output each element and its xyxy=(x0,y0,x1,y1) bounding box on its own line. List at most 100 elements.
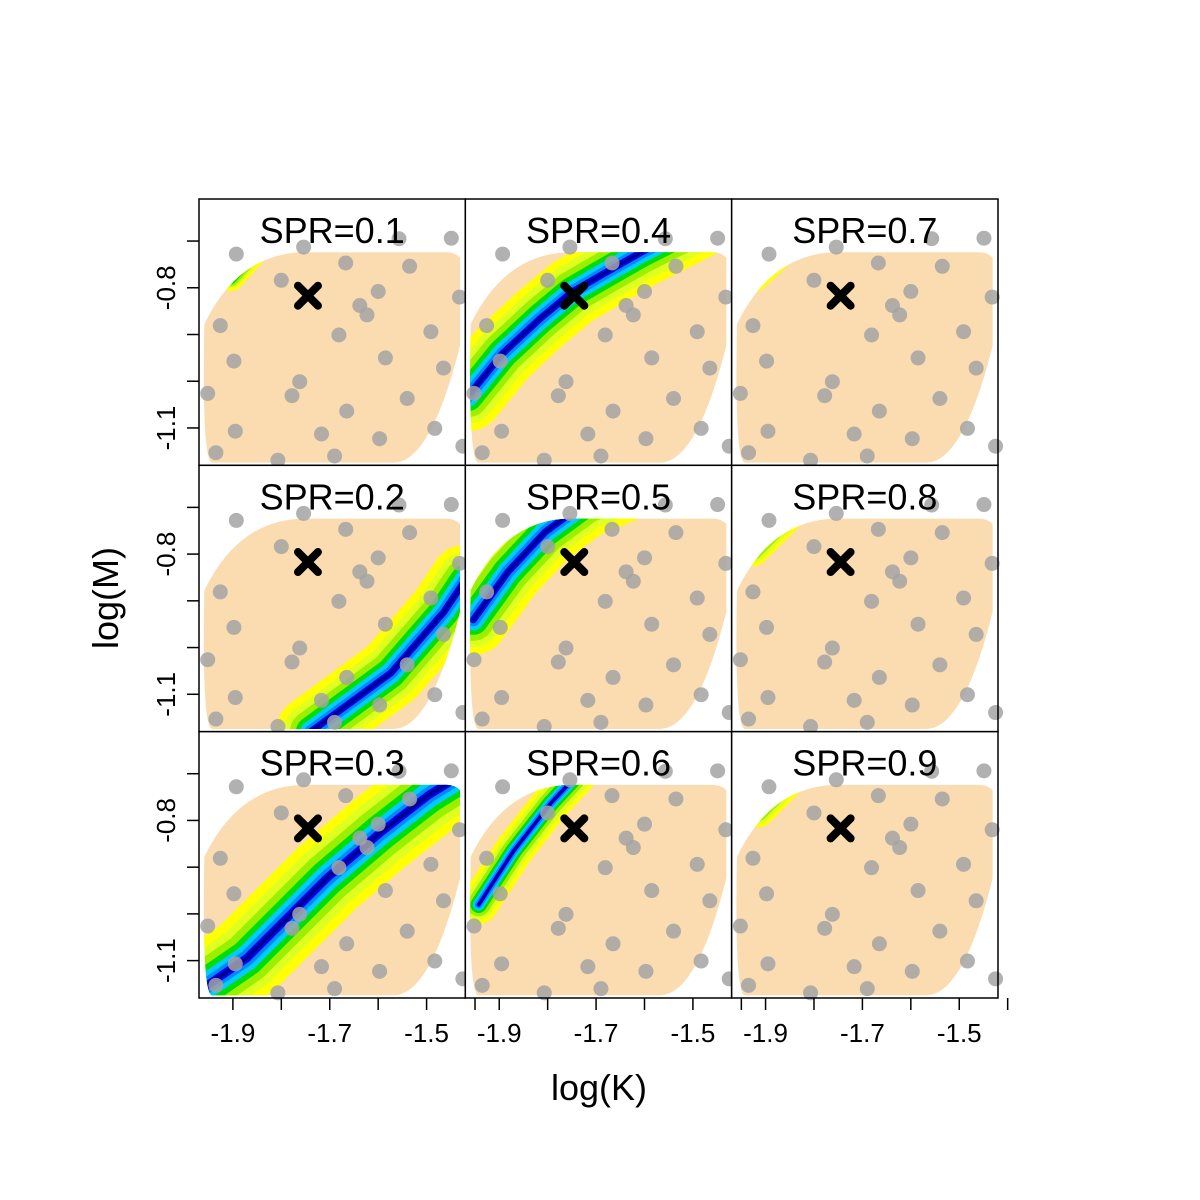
design-point xyxy=(377,350,393,366)
design-point xyxy=(536,985,552,1001)
design-point xyxy=(377,883,393,899)
design-point xyxy=(710,230,726,246)
x-tick-label: -1.9 xyxy=(477,1018,522,1048)
design-point xyxy=(314,426,329,442)
design-point xyxy=(540,539,556,555)
panel-title: SPR=0.5 xyxy=(526,476,671,517)
design-point xyxy=(474,445,490,461)
design-point xyxy=(200,652,216,668)
design-point xyxy=(618,298,634,313)
design-point xyxy=(495,779,511,795)
design-point xyxy=(479,850,495,866)
design-point xyxy=(702,626,718,642)
axes: -1.9 -1.7 -1.5 -1.9 -1.7 -1.5 -1.9 -1.7 -1.5 -0.8… xyxy=(151,240,1009,1048)
design-point xyxy=(352,298,368,313)
design-point xyxy=(466,652,482,668)
design-point xyxy=(338,255,354,271)
design-point xyxy=(904,963,920,979)
design-point xyxy=(934,791,950,807)
panel-spr-0.4: SPR=0.4 xyxy=(464,198,737,468)
design-point xyxy=(200,385,216,401)
design-point xyxy=(745,318,761,334)
design-point xyxy=(984,822,1000,838)
design-point xyxy=(741,977,757,993)
design-point xyxy=(466,918,482,934)
heat-ridge xyxy=(203,784,461,996)
feasible-region xyxy=(736,784,993,996)
y-tick-label: -0.8 xyxy=(151,798,181,843)
design-point xyxy=(693,953,709,969)
design-point xyxy=(331,593,347,609)
panel-spr-0.5: SPR=0.5 xyxy=(464,464,737,735)
y-tick-label: -0.8 xyxy=(151,532,181,577)
design-point xyxy=(859,448,875,464)
y-axis-title: log(M) xyxy=(85,547,126,649)
design-point xyxy=(562,772,578,788)
design-point xyxy=(558,906,574,922)
panel-title: SPR=0.9 xyxy=(792,743,937,784)
reference-x-marker xyxy=(293,548,322,577)
design-point xyxy=(443,230,459,246)
panel-spr-0.6: SPR=0.6 xyxy=(464,730,737,1001)
panel-title: SPR=0.1 xyxy=(260,210,405,251)
design-point xyxy=(540,805,556,821)
design-point xyxy=(339,936,355,952)
design-point xyxy=(934,258,950,274)
panel-title: SPR=0.7 xyxy=(792,210,937,251)
design-point xyxy=(732,918,748,934)
design-point xyxy=(702,893,718,909)
design-point xyxy=(284,388,300,404)
design-point xyxy=(644,616,660,632)
panel-title: SPR=0.3 xyxy=(260,743,405,784)
panel-title: SPR=0.2 xyxy=(260,476,405,517)
design-point xyxy=(536,452,552,468)
heat-band xyxy=(203,784,461,990)
design-point xyxy=(228,246,244,262)
design-point xyxy=(372,431,388,447)
design-point xyxy=(212,584,228,600)
design-point xyxy=(452,822,467,838)
design-point xyxy=(427,953,443,969)
design-point xyxy=(270,452,286,468)
panel-spr-0.8: SPR=0.8 xyxy=(730,464,1004,735)
design-point xyxy=(604,788,620,804)
design-point xyxy=(604,521,620,537)
design-point xyxy=(495,512,511,528)
design-point xyxy=(689,324,705,340)
heat-ridge xyxy=(470,784,605,925)
design-point xyxy=(745,584,761,600)
design-point xyxy=(718,555,734,571)
x-tick-label: -1.5 xyxy=(404,1018,449,1048)
design-point xyxy=(562,239,578,255)
heat-band xyxy=(309,578,461,729)
design-point xyxy=(228,512,244,528)
reference-x-marker xyxy=(560,548,589,577)
design-point xyxy=(637,550,653,566)
design-point xyxy=(399,391,415,406)
heat-ridge xyxy=(275,544,461,729)
design-point xyxy=(759,353,775,369)
design-point xyxy=(292,906,308,922)
design-point xyxy=(314,692,329,708)
design-point xyxy=(618,564,634,580)
design-point xyxy=(492,353,508,369)
design-point xyxy=(402,258,418,274)
design-point xyxy=(327,448,343,464)
design-point xyxy=(270,719,286,735)
heat-ridge xyxy=(470,518,661,655)
x-axis-title: log(K) xyxy=(551,1067,647,1108)
x-tick-label: -1.9 xyxy=(743,1018,788,1048)
design-point xyxy=(903,284,919,299)
design-point xyxy=(227,956,243,972)
design-point xyxy=(580,426,596,442)
reference-x-marker xyxy=(560,814,589,843)
reference-x-marker xyxy=(293,814,322,843)
design-point xyxy=(443,763,459,779)
design-point xyxy=(443,497,459,513)
design-point xyxy=(466,385,482,401)
design-point xyxy=(273,539,289,555)
design-point xyxy=(423,324,439,340)
design-point xyxy=(817,654,833,670)
design-point xyxy=(227,690,243,706)
design-point xyxy=(910,616,926,632)
